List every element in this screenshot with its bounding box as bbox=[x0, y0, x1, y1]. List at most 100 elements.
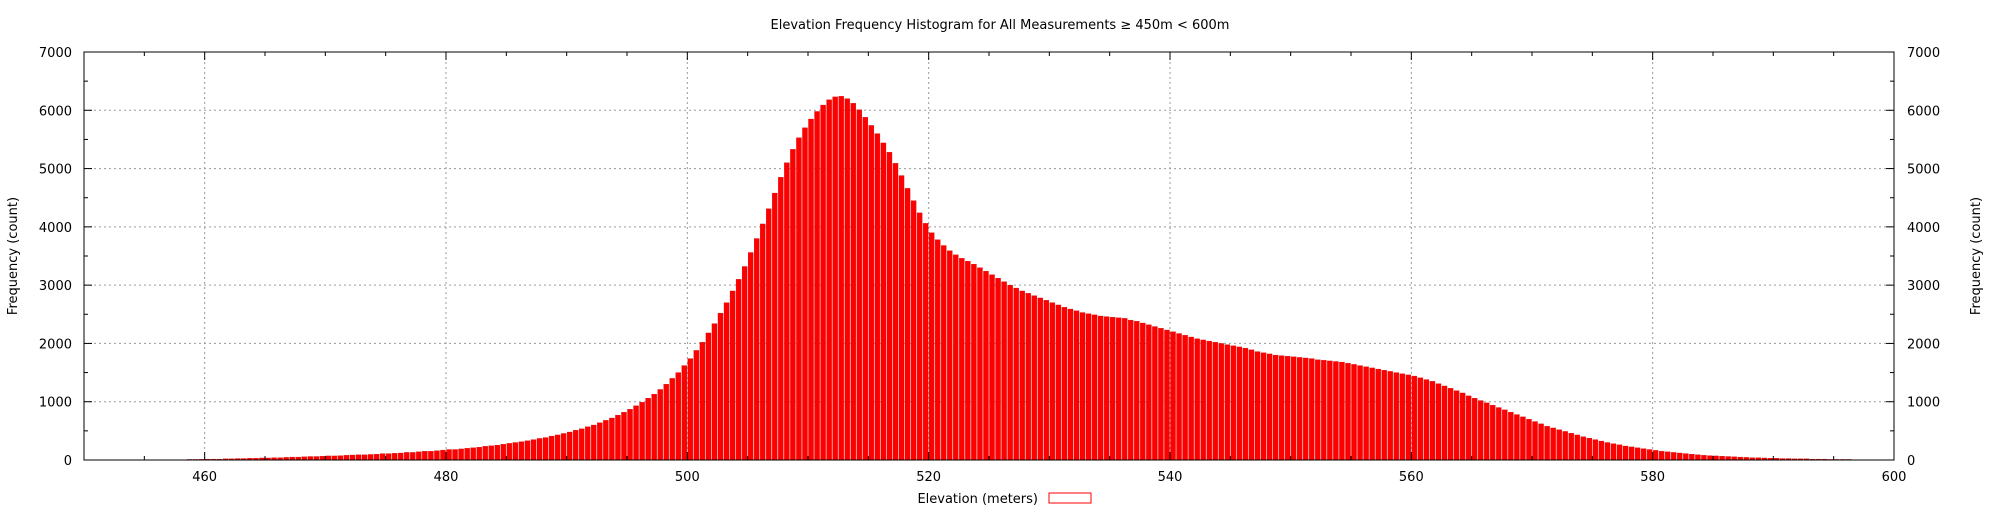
histogram-bar bbox=[1369, 367, 1375, 461]
histogram-bar bbox=[1230, 345, 1237, 461]
histogram-bar bbox=[741, 266, 748, 461]
histogram-bar bbox=[1152, 326, 1158, 461]
x-tick-label: 500 bbox=[675, 470, 700, 485]
histogram-bar bbox=[1689, 454, 1695, 461]
histogram-bar bbox=[1079, 312, 1086, 461]
histogram-bar bbox=[615, 414, 621, 461]
histogram-bar bbox=[1411, 375, 1418, 461]
histogram-bar bbox=[331, 455, 338, 461]
histogram-bar bbox=[639, 402, 645, 461]
histogram-bar bbox=[512, 442, 519, 461]
histogram-bar bbox=[1242, 347, 1249, 461]
histogram-bar bbox=[1031, 295, 1037, 461]
histogram-bar bbox=[1248, 349, 1255, 461]
histogram-bar bbox=[1345, 363, 1351, 461]
histogram-bar bbox=[591, 424, 597, 461]
histogram-bar bbox=[663, 384, 669, 461]
histogram-bar bbox=[355, 454, 362, 461]
histogram-bar bbox=[1212, 342, 1218, 461]
histogram-bar bbox=[554, 434, 561, 461]
histogram-bar bbox=[1640, 448, 1647, 461]
histogram-bar bbox=[693, 350, 700, 461]
legend-swatch bbox=[1048, 492, 1092, 504]
histogram-bar bbox=[941, 245, 947, 461]
histogram-bar bbox=[772, 192, 778, 461]
histogram-bar bbox=[361, 454, 368, 461]
histogram-bar bbox=[506, 443, 513, 461]
histogram-bar bbox=[482, 446, 488, 461]
histogram-bar bbox=[373, 454, 380, 461]
histogram-bar bbox=[440, 449, 446, 461]
histogram-bar bbox=[844, 98, 850, 461]
histogram-bar bbox=[1321, 360, 1327, 461]
histogram-bar bbox=[995, 277, 1001, 461]
x-tick-label: 560 bbox=[1399, 470, 1424, 485]
histogram-bar bbox=[1061, 307, 1068, 461]
legend: Elevation (meters) bbox=[917, 492, 1092, 507]
histogram-bar bbox=[1526, 419, 1532, 461]
histogram-bar bbox=[548, 435, 555, 461]
histogram-bar bbox=[633, 405, 639, 461]
histogram-bar bbox=[1333, 361, 1339, 461]
histogram-bar bbox=[928, 232, 935, 461]
histogram-bar bbox=[1260, 352, 1267, 461]
chart-title: Elevation Frequency Histogram for All Me… bbox=[771, 18, 1230, 33]
histogram-bar bbox=[337, 455, 344, 461]
histogram-bar bbox=[603, 420, 609, 461]
histogram-bar bbox=[1441, 385, 1448, 461]
histogram-bar bbox=[385, 453, 392, 461]
histogram-bar bbox=[1146, 324, 1152, 461]
histogram-bar bbox=[1284, 356, 1291, 461]
histogram-bar bbox=[705, 332, 712, 461]
histogram-bar bbox=[1122, 318, 1128, 461]
histogram-bar bbox=[1236, 346, 1243, 461]
histogram-bar bbox=[1254, 351, 1261, 461]
histogram-bar bbox=[1719, 456, 1725, 461]
histogram-bar bbox=[1007, 284, 1013, 461]
grid-lines bbox=[84, 52, 1894, 460]
histogram-bar bbox=[699, 342, 706, 461]
histogram-bar bbox=[681, 365, 688, 461]
histogram-bar bbox=[1465, 395, 1472, 461]
histogram-bar bbox=[1562, 431, 1568, 461]
histogram-bar bbox=[1182, 335, 1188, 461]
histogram-bar bbox=[1616, 444, 1623, 461]
histogram-bar bbox=[1598, 440, 1605, 461]
histogram-bar bbox=[880, 142, 887, 461]
histogram-bar bbox=[1634, 447, 1641, 461]
histogram-bar bbox=[566, 431, 573, 461]
histogram-bar bbox=[1683, 453, 1689, 461]
histogram-bar bbox=[1278, 355, 1285, 461]
histogram-bar bbox=[838, 96, 844, 461]
y-tick-label-right: 5000 bbox=[1907, 163, 1940, 178]
histogram-bar bbox=[1429, 381, 1436, 461]
histogram-bar bbox=[651, 393, 657, 461]
histogram-bar bbox=[1055, 304, 1062, 461]
histogram-bar bbox=[452, 449, 458, 461]
histogram-bar bbox=[1556, 429, 1562, 461]
histogram-bar bbox=[367, 454, 374, 461]
histogram-bar bbox=[711, 323, 718, 461]
histogram-bar bbox=[518, 441, 525, 461]
histogram-bar bbox=[500, 444, 507, 461]
histogram-bar bbox=[1586, 437, 1593, 461]
y-tick-label-left: 0 bbox=[64, 454, 72, 469]
histogram-bar bbox=[1387, 371, 1393, 461]
histogram-bar bbox=[856, 109, 862, 461]
bars bbox=[168, 96, 1888, 461]
histogram-bar bbox=[1025, 293, 1031, 461]
y-tick-label-left: 7000 bbox=[39, 46, 72, 61]
y-tick-label-right: 4000 bbox=[1907, 221, 1940, 236]
histogram-bar bbox=[1375, 368, 1381, 461]
histogram-bar bbox=[609, 417, 615, 461]
histogram-bar bbox=[935, 239, 941, 461]
histogram-bar bbox=[910, 200, 917, 461]
histogram-bar bbox=[1628, 446, 1635, 461]
y-tick-label-right: 1000 bbox=[1907, 396, 1940, 411]
y-tick-label-right: 0 bbox=[1907, 454, 1915, 469]
y-tick-label-left: 6000 bbox=[39, 104, 72, 119]
histogram-bar bbox=[1049, 302, 1056, 461]
histogram-bar bbox=[1327, 360, 1333, 461]
histogram-bar bbox=[1604, 442, 1611, 461]
histogram-bar bbox=[470, 447, 476, 461]
